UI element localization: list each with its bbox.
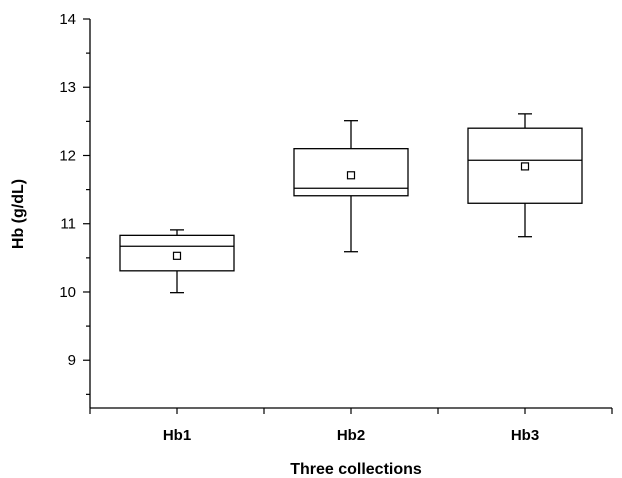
x-tick-label: Hb1 — [163, 427, 191, 444]
box-iqr — [467, 127, 583, 204]
x-axis: Hb1 Hb2 Hb3 — [89, 407, 613, 444]
x-tick-label: Hb3 — [511, 427, 539, 444]
boxes — [119, 113, 583, 294]
box-iqr — [293, 148, 409, 197]
box-hb3 — [467, 113, 583, 238]
box-hb1 — [119, 229, 235, 294]
box-iqr — [119, 234, 235, 272]
y-axis-title: Hb (g/dL) — [10, 179, 27, 249]
y-tick-label: 14 — [59, 11, 76, 28]
mean-marker — [172, 251, 182, 260]
y-tick-label: 10 — [59, 284, 76, 301]
x-axis-title: Three collections — [290, 461, 422, 478]
y-tick-label: 11 — [60, 216, 76, 233]
box-hb2 — [293, 120, 409, 253]
x-tick-label: Hb2 — [337, 427, 365, 444]
y-axis: 9 10 11 12 13 14 — [59, 11, 91, 408]
y-tick-label: 9 — [68, 352, 76, 369]
mean-marker — [520, 162, 530, 171]
y-tick-label: 12 — [59, 147, 76, 164]
y-tick-label: 13 — [59, 79, 76, 96]
mean-marker — [346, 171, 356, 180]
